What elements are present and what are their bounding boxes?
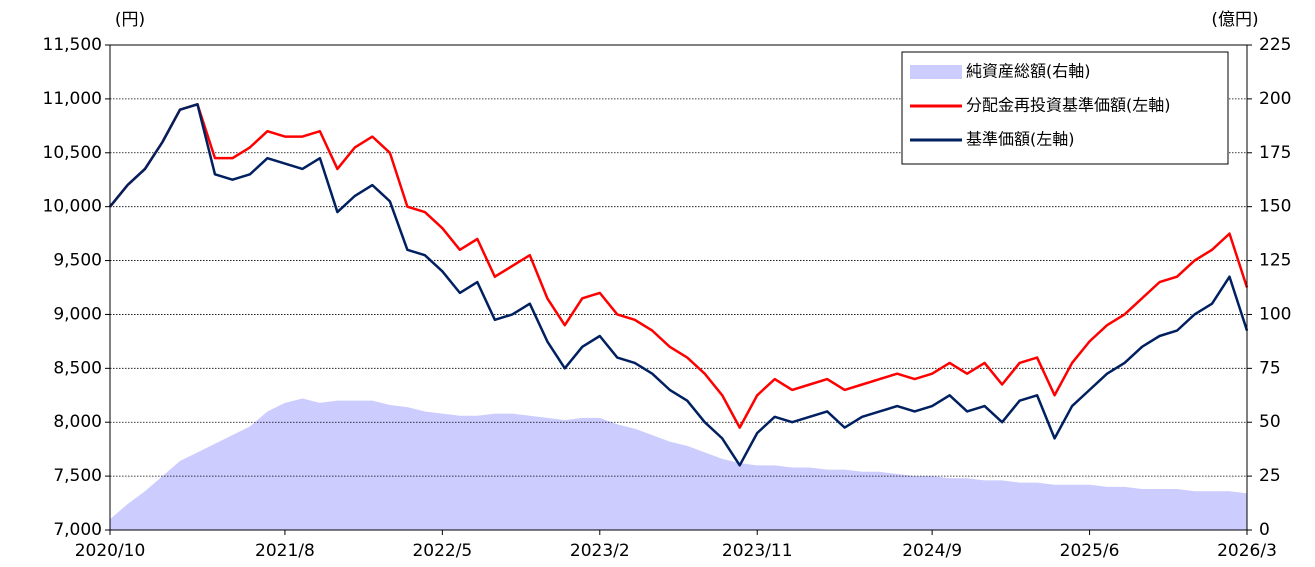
legend: 純資産総額(右軸) 分配金再投資基準価額(左軸) 基準価額(左軸) [901, 51, 1229, 165]
x-tick-label: 2024/9 [902, 541, 962, 561]
line [109, 103, 1249, 467]
legend-swatch [910, 65, 962, 79]
y2-tick-label: 25 [1259, 466, 1281, 486]
y2-tick-label: 175 [1259, 143, 1291, 163]
area-layer [110, 398, 1247, 530]
y-tick-label: 8,500 [53, 358, 102, 378]
y-axis-unit: (円) [115, 10, 145, 30]
y-tick-label: 11,000 [43, 89, 102, 109]
y2-tick-label: 0 [1259, 520, 1270, 540]
x-tick-label: 2023/11 [722, 541, 793, 561]
y2-tick-label: 225 [1259, 35, 1291, 55]
grid-layer [110, 98, 1247, 477]
x-tick-label: 2023/2 [570, 541, 630, 561]
legend-label: 純資産総額(右軸) [966, 62, 1091, 81]
y-tick-label: 9,500 [53, 251, 102, 271]
legend-label: 基準価額(左軸) [966, 130, 1075, 149]
x-tick-label: 2026/3 [1217, 541, 1277, 561]
y2-tick-label: 75 [1259, 358, 1281, 378]
y-tick-label: 10,000 [43, 197, 102, 217]
y-tick-label: 7,000 [53, 520, 102, 540]
y-tick-label: 7,500 [53, 466, 102, 486]
y2-tick-label: 100 [1259, 304, 1291, 324]
y2-tick-label: 50 [1259, 412, 1281, 432]
line [109, 103, 1249, 429]
line-layer [109, 103, 1249, 467]
x-tick-label: 2021/8 [255, 541, 315, 561]
legend-label: 分配金再投資基準価額(左軸) [966, 96, 1171, 115]
y-tick-label: 9,000 [53, 304, 102, 324]
x-tick-label: 2020/10 [75, 541, 146, 561]
y2-tick-label: 150 [1259, 197, 1291, 217]
area [110, 398, 1247, 530]
y-tick-label: 11,500 [43, 35, 102, 55]
plot-frame [109, 44, 1248, 531]
x-tick-label: 2022/5 [412, 541, 472, 561]
x-tick-label: 2025/6 [1060, 541, 1120, 561]
y2-tick-label: 200 [1259, 89, 1291, 109]
y2-axis-unit: (億円) [1211, 10, 1258, 30]
y-tick-label: 8,000 [53, 412, 102, 432]
y2-tick-label: 125 [1259, 251, 1291, 271]
y-tick-label: 10,500 [43, 143, 102, 163]
